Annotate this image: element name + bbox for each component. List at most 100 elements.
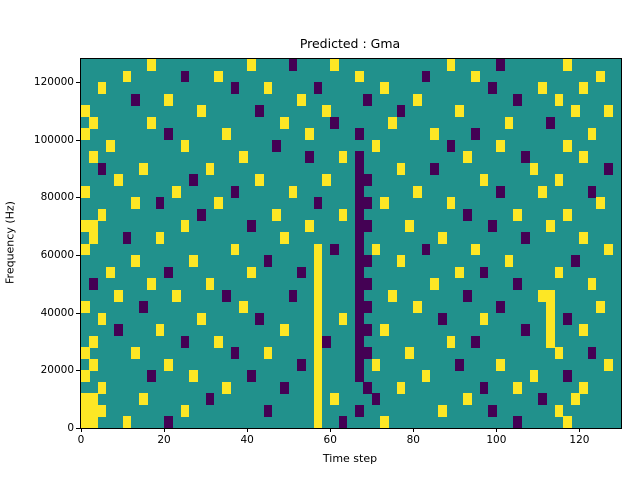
heatmap-cell — [130, 93, 140, 106]
heatmap-cell — [172, 185, 182, 198]
heatmap-cell — [180, 335, 190, 348]
heatmap-cell — [429, 128, 439, 141]
heatmap-cell — [355, 243, 364, 256]
heatmap-cell — [355, 370, 364, 383]
heatmap-cell — [355, 70, 364, 83]
heatmap-cell — [363, 347, 373, 360]
heatmap-cell — [388, 116, 398, 129]
heatmap-cell — [604, 243, 614, 256]
heatmap-cell — [537, 289, 547, 302]
x-tick-label: 100 — [486, 434, 507, 446]
heatmap-cell — [180, 220, 190, 233]
heatmap-cell — [321, 335, 331, 348]
heatmap-cell — [222, 289, 231, 302]
heatmap-cell — [313, 358, 323, 371]
x-tick-label: 60 — [323, 434, 337, 446]
y-tick-mark — [76, 197, 80, 199]
heatmap-cell — [587, 128, 597, 141]
heatmap-cell — [305, 220, 314, 233]
heatmap-cell — [488, 82, 497, 94]
heatmap-cell — [371, 243, 381, 256]
heatmap-cell — [238, 301, 248, 314]
heatmap-cell — [147, 278, 157, 291]
y-tick-label: 60000 — [40, 249, 74, 262]
heatmap-cell — [205, 162, 215, 175]
heatmap-cell — [130, 197, 140, 210]
heatmap-cell — [562, 59, 572, 71]
heatmap-cell — [546, 116, 555, 129]
heatmap-cell — [313, 416, 323, 429]
heatmap-cell — [562, 416, 572, 429]
heatmap-cell — [89, 151, 98, 164]
heatmap-cell — [446, 139, 456, 152]
heatmap-cell — [371, 393, 381, 406]
heatmap-cell — [313, 255, 323, 267]
heatmap-cell — [189, 255, 198, 267]
heatmap-cell — [114, 174, 123, 187]
y-tick-label: 20000 — [40, 364, 74, 377]
heatmap-cell — [355, 289, 364, 302]
heatmap-cell — [421, 70, 431, 83]
heatmap-cell — [429, 162, 439, 175]
heatmap-cell — [89, 393, 98, 406]
heatmap-cell — [396, 381, 406, 394]
heatmap-cell — [247, 59, 256, 71]
heatmap-cell — [405, 347, 414, 360]
heatmap-cell — [446, 335, 456, 348]
heatmap-cell — [147, 59, 157, 71]
heatmap-cell — [388, 289, 398, 302]
heatmap-cell — [313, 381, 323, 394]
heatmap-cell — [363, 324, 373, 337]
heatmap-cell — [604, 162, 614, 175]
heatmap-cell — [105, 266, 115, 279]
heatmap-cell — [355, 220, 364, 233]
heatmap-cell — [463, 151, 472, 164]
heatmap-cell — [89, 416, 98, 429]
heatmap-cell — [396, 162, 406, 175]
heatmap-cell — [355, 312, 364, 325]
heatmap-cell — [596, 301, 605, 314]
heatmap-cell — [554, 174, 564, 187]
heatmap-cell — [122, 416, 132, 429]
heatmap-cell — [596, 70, 605, 83]
heatmap-cell — [579, 381, 589, 394]
heatmap-cell — [488, 220, 497, 233]
heatmap-cell — [288, 59, 298, 71]
heatmap-cell — [313, 312, 323, 325]
heatmap-cell — [139, 393, 148, 406]
heatmap-cell — [89, 278, 98, 291]
heatmap-cell — [355, 197, 364, 210]
heatmap-cell — [471, 335, 481, 348]
heatmap-cell — [413, 93, 422, 106]
heatmap-cell — [89, 335, 98, 348]
heatmap-cell — [546, 335, 555, 348]
heatmap-cell — [355, 301, 364, 314]
heatmap-cell — [554, 93, 564, 106]
y-axis-label: Frequency (Hz) — [3, 201, 17, 284]
heatmap-cell — [147, 116, 157, 129]
heatmap-cell — [230, 347, 240, 360]
heatmap-cell — [89, 231, 98, 244]
heatmap-cell — [579, 231, 589, 244]
heatmap-cell — [571, 255, 580, 267]
heatmap-cell — [546, 312, 555, 325]
heatmap-cell — [463, 208, 472, 221]
heatmap-cell — [213, 197, 223, 210]
y-tick-label: 100000 — [33, 133, 74, 146]
heatmap-cell — [488, 404, 497, 417]
x-tick-mark — [496, 428, 498, 432]
heatmap-cell — [562, 312, 572, 325]
heatmap-cell — [197, 208, 206, 221]
heatmap-cell — [97, 404, 107, 417]
heatmap-cell — [496, 301, 506, 314]
heatmap-cell — [446, 197, 456, 210]
heatmap-cell — [81, 220, 90, 233]
heatmap-cell — [180, 404, 190, 417]
heatmap-cell — [363, 220, 373, 233]
heatmap-cell — [130, 255, 140, 267]
heatmap-cell — [413, 185, 422, 198]
x-tick-mark — [330, 428, 332, 432]
heatmap-cell — [330, 393, 339, 406]
heatmap-cell — [463, 289, 472, 302]
heatmap-cell — [438, 404, 447, 417]
